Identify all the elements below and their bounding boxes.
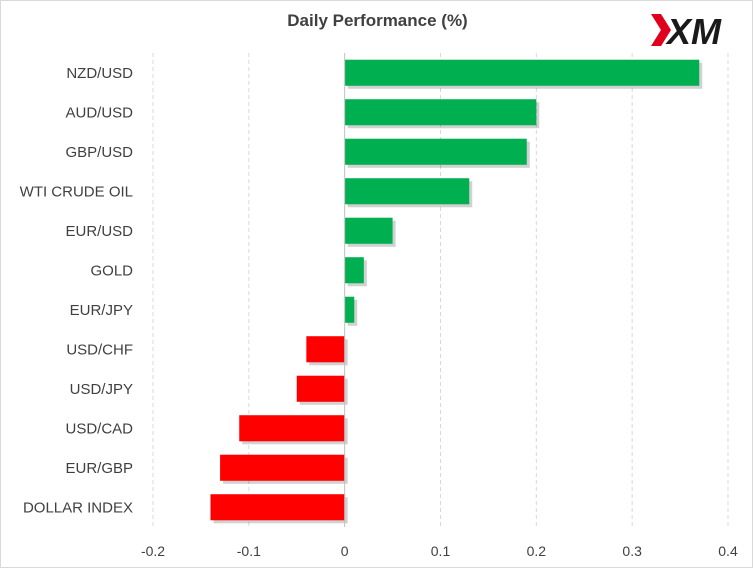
bar [344, 138, 527, 165]
bar [210, 494, 345, 521]
category-label: GBP/USD [65, 144, 133, 161]
x-tick-label: 0.3 [622, 543, 642, 559]
svg-text:XM: XM [665, 11, 722, 49]
category-label: AUD/USD [65, 104, 133, 121]
category-label: USD/CAD [65, 420, 133, 437]
bar [344, 59, 700, 86]
category-label: NZD/USD [66, 65, 133, 82]
bar [296, 375, 345, 402]
category-label: EUR/JPY [70, 302, 133, 319]
category-label: USD/CHF [66, 341, 133, 358]
category-label: WTI CRUDE OIL [20, 183, 133, 200]
x-tick-label: -0.2 [141, 543, 165, 559]
bar [220, 454, 345, 481]
x-tick-label: 0.4 [718, 543, 738, 559]
bar [344, 296, 355, 323]
category-label: DOLLAR INDEX [23, 499, 133, 516]
x-tick-label: 0 [341, 543, 349, 559]
bar [239, 415, 345, 442]
xm-logo: XM [651, 11, 722, 49]
x-tick-label: 0.2 [527, 543, 547, 559]
bar [306, 336, 345, 363]
category-label: GOLD [90, 262, 133, 279]
bar [344, 217, 393, 244]
bar [344, 257, 364, 284]
x-tick-label: 0.1 [431, 543, 451, 559]
bar [344, 99, 537, 126]
category-label: USD/JPY [70, 381, 133, 398]
bar [344, 178, 470, 205]
category-label: EUR/USD [65, 223, 133, 240]
x-tick-label: -0.1 [237, 543, 261, 559]
chart-title: Daily Performance (%) [287, 11, 468, 30]
category-label: EUR/GBP [65, 460, 133, 477]
